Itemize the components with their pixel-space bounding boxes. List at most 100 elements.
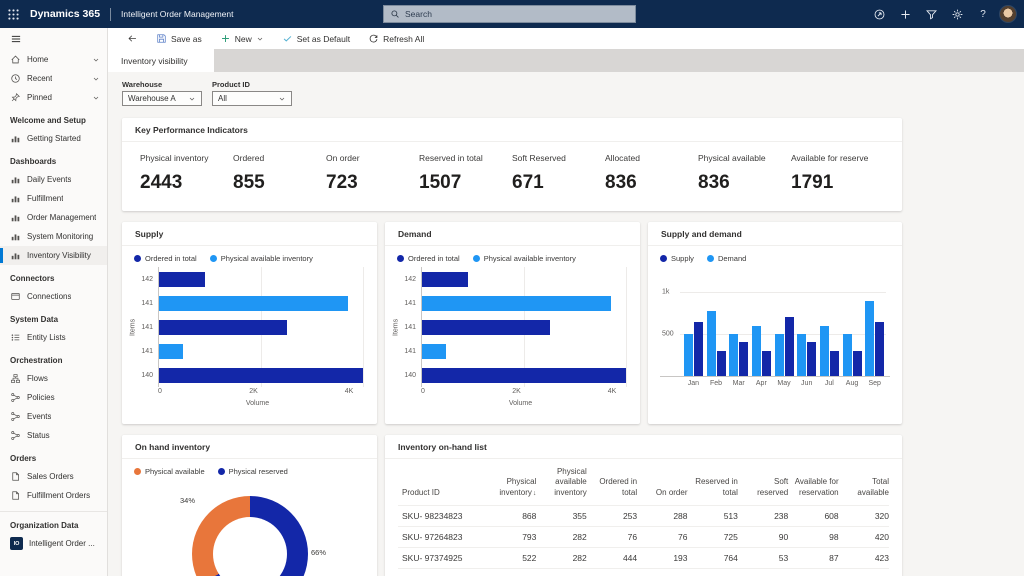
bar-supply[interactable] bbox=[852, 351, 862, 376]
column-header-physical-available-inventory[interactable]: Physical available inventory bbox=[554, 467, 587, 497]
chart-icon bbox=[10, 212, 21, 223]
sidebar-item-intelligent-order[interactable]: IO Intelligent Order ... bbox=[0, 534, 107, 553]
table-row[interactable]: SKU- 98234823 868 355 253 288 513 238 608 320 bbox=[398, 505, 889, 527]
bar-supply[interactable] bbox=[716, 351, 726, 376]
bar-demand[interactable] bbox=[706, 311, 716, 376]
refresh-all-button[interactable]: Refresh All bbox=[359, 28, 433, 49]
x-tick-label: 2K bbox=[512, 388, 521, 395]
sidebar-item-entity-lists[interactable]: Entity Lists bbox=[0, 328, 107, 347]
sidebar-toggle-button[interactable] bbox=[0, 28, 107, 50]
chevron-down-icon bbox=[278, 95, 286, 103]
bar-ordered-in-total[interactable] bbox=[422, 271, 468, 287]
avatar[interactable] bbox=[999, 5, 1017, 23]
bar-supply[interactable] bbox=[875, 321, 885, 376]
sidebar-item-recent[interactable]: Recent bbox=[0, 69, 107, 88]
bar-supply[interactable] bbox=[829, 351, 839, 376]
new-record-button[interactable] bbox=[895, 0, 915, 28]
sidebar-section-title: Organization Data bbox=[0, 511, 107, 534]
bar-physical-available-inventory[interactable] bbox=[159, 295, 348, 311]
settings-button[interactable] bbox=[947, 0, 967, 28]
tab-inventory-visibility[interactable]: Inventory visibility bbox=[108, 49, 214, 72]
bar-supply[interactable] bbox=[784, 317, 794, 376]
y-axis-tick-labels: 142 141 141 141 140 bbox=[401, 267, 421, 387]
bar-demand[interactable] bbox=[751, 326, 761, 376]
table-row[interactable]: SKU- 97264823 793 282 76 76 725 90 98 420 bbox=[398, 526, 889, 548]
bar-physical-available-inventory[interactable] bbox=[422, 295, 611, 311]
sidebar-item-sales-orders[interactable]: Sales Orders bbox=[0, 467, 107, 486]
column-header-ordered-in-total[interactable]: Ordered in total bbox=[599, 477, 638, 497]
bar-demand[interactable] bbox=[797, 333, 807, 376]
bar-ordered-in-total[interactable] bbox=[159, 367, 363, 383]
cell: 282 bbox=[536, 526, 587, 548]
set-as-default-button[interactable]: Set as Default bbox=[273, 28, 359, 49]
sidebar-item-inventory-visibility[interactable]: Inventory Visibility bbox=[0, 246, 107, 265]
bar-ordered-in-total[interactable] bbox=[422, 367, 626, 383]
search-icon bbox=[390, 9, 400, 19]
bar-demand[interactable] bbox=[729, 333, 739, 376]
bar-supply[interactable] bbox=[807, 342, 817, 376]
app-launcher-button[interactable] bbox=[0, 0, 26, 28]
sidebar-item-daily-events[interactable]: Daily Events bbox=[0, 170, 107, 189]
bar-physical-available-inventory[interactable] bbox=[422, 343, 446, 359]
column-header-on-order[interactable]: On order bbox=[655, 487, 688, 497]
filter-button[interactable] bbox=[921, 0, 941, 28]
quick-actions-button[interactable] bbox=[869, 0, 889, 28]
bar-supply[interactable] bbox=[693, 321, 703, 376]
demand-chart: Items 142 141 141 141 140 0 2K 4K Volume bbox=[385, 267, 640, 407]
bar-demand[interactable] bbox=[842, 333, 852, 376]
sidebar-item-pinned[interactable]: Pinned bbox=[0, 88, 107, 107]
bar-demand[interactable] bbox=[683, 333, 693, 376]
sidebar-item-home[interactable]: Home bbox=[0, 50, 107, 69]
new-label: New bbox=[234, 33, 252, 44]
app-name[interactable]: Intelligent Order Management bbox=[121, 9, 234, 19]
bar-physical-available-inventory[interactable] bbox=[159, 343, 183, 359]
new-button[interactable]: New bbox=[211, 28, 273, 49]
gridline bbox=[680, 291, 886, 293]
bar-group-sep bbox=[863, 275, 886, 376]
back-button[interactable] bbox=[118, 28, 147, 49]
cell: 76 bbox=[637, 526, 688, 548]
bar-demand[interactable] bbox=[865, 301, 875, 376]
table-row[interactable]: SKU- 97374925 522 282 444 193 764 53 87 423 bbox=[398, 547, 889, 569]
on-hand-inventory-card-title: On hand inventory bbox=[122, 435, 377, 459]
search-input[interactable] bbox=[405, 9, 629, 19]
global-search[interactable] bbox=[383, 5, 636, 23]
column-header-product-id[interactable]: Product ID bbox=[402, 487, 440, 497]
sidebar-item-flows[interactable]: Flows bbox=[0, 369, 107, 388]
y-tick-label: 1k bbox=[662, 288, 670, 296]
sidebar-item-policies[interactable]: Policies bbox=[0, 388, 107, 407]
sidebar-item-order-management[interactable]: Order Management bbox=[0, 208, 107, 227]
save-as-button[interactable]: Save as bbox=[147, 28, 211, 49]
kpi-allocated: Allocated 836 bbox=[605, 153, 698, 194]
column-header-available-for-reservation[interactable]: Available for reservation bbox=[794, 477, 839, 497]
sidebar-item-getting-started[interactable]: Getting Started bbox=[0, 129, 107, 148]
sidebar-item-connections[interactable]: Connections bbox=[0, 287, 107, 306]
x-tick-label: Jan bbox=[687, 380, 699, 387]
donut-ring[interactable] bbox=[192, 496, 308, 576]
sidebar-item-status[interactable]: Status bbox=[0, 426, 107, 445]
column-header-total-available[interactable]: Total available bbox=[857, 477, 889, 497]
table-row[interactable]: SKU- 974784567722242219332389613420 bbox=[398, 568, 889, 576]
column-header-soft-reserved[interactable]: Soft reserved bbox=[757, 477, 789, 497]
bar-ordered-in-total[interactable] bbox=[159, 319, 287, 335]
sidebar-item-fulfillment-orders[interactable]: Fulfillment Orders bbox=[0, 486, 107, 505]
warehouse-select[interactable]: Warehouse A bbox=[122, 91, 202, 106]
kpi-label: Available for reserve bbox=[791, 153, 869, 163]
bar-supply[interactable] bbox=[761, 351, 771, 376]
sidebar-item-system-monitoring[interactable]: System Monitoring bbox=[0, 227, 107, 246]
product-id-select[interactable]: All bbox=[212, 91, 292, 106]
sidebar-item-fulfillment[interactable]: Fulfillment bbox=[0, 189, 107, 208]
brand-title[interactable]: Dynamics 365 bbox=[30, 8, 101, 20]
column-header-reserved-in-total[interactable]: Reserved in total bbox=[695, 477, 738, 497]
bar-demand[interactable] bbox=[819, 326, 829, 376]
sidebar-item-events[interactable]: Events bbox=[0, 407, 107, 426]
bar-supply[interactable] bbox=[739, 342, 749, 376]
supply-legend: Ordered in total Physical available inven… bbox=[122, 246, 377, 263]
sidebar-item-label: Home bbox=[27, 55, 49, 64]
column-header-physical-inventory[interactable]: Physical inventory↓ bbox=[499, 477, 537, 497]
bar-demand[interactable] bbox=[774, 333, 784, 376]
bar-ordered-in-total[interactable] bbox=[422, 319, 550, 335]
bar-ordered-in-total[interactable] bbox=[159, 271, 205, 287]
gear-icon bbox=[951, 8, 964, 21]
help-button[interactable]: ? bbox=[973, 0, 993, 28]
